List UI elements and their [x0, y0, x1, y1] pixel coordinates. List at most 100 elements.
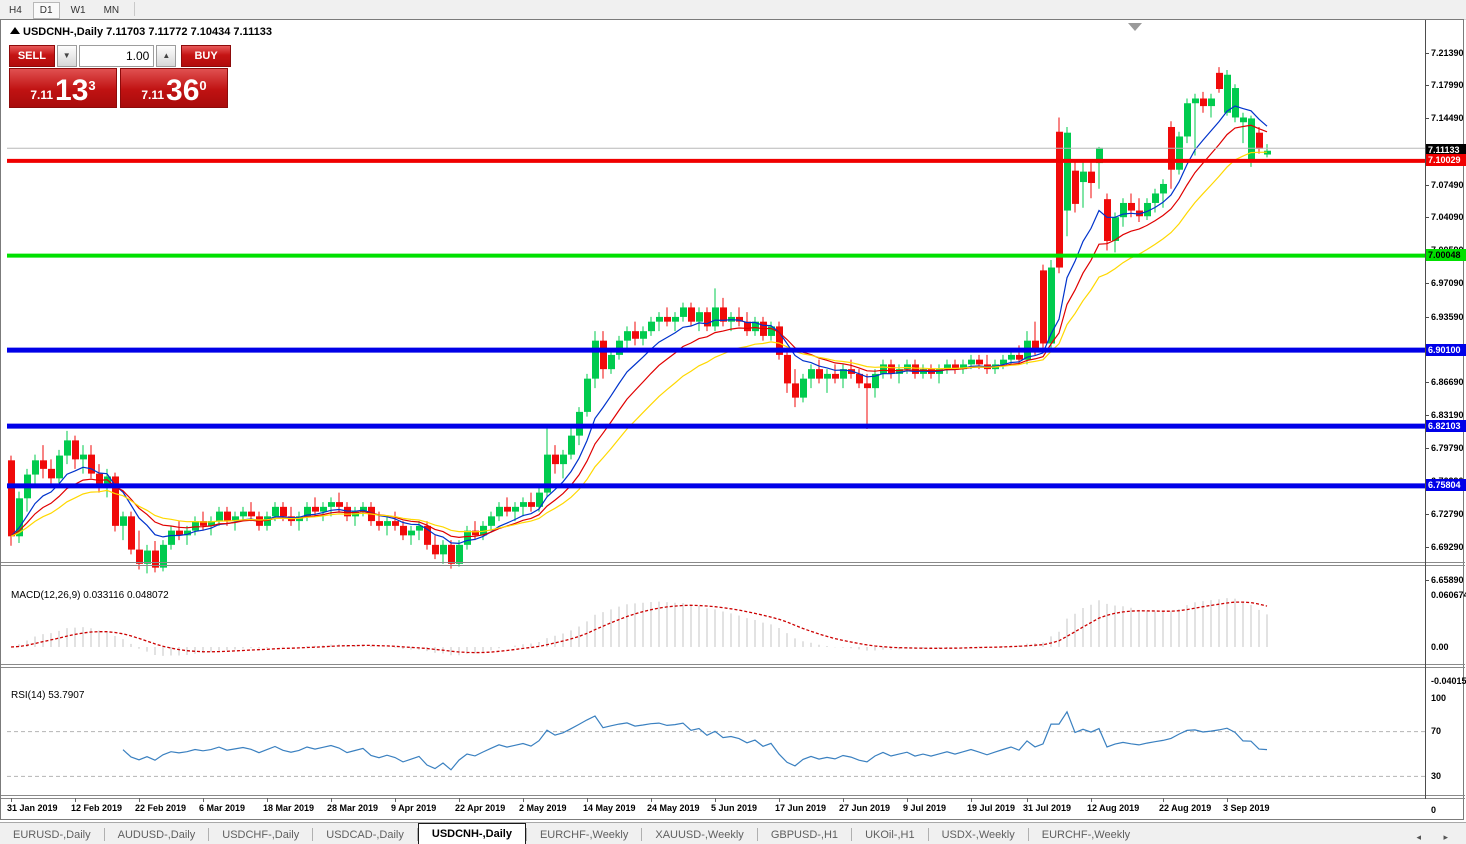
candle	[1192, 93, 1199, 156]
volume-input[interactable]: 1.00	[78, 45, 155, 67]
candle	[152, 541, 159, 573]
price-tick-mark	[1425, 217, 1429, 218]
timeframe-button-h4[interactable]: H4	[9, 5, 22, 16]
tab-separator	[525, 828, 527, 841]
candle	[1208, 93, 1215, 118]
candle	[296, 511, 303, 531]
candle	[304, 502, 311, 522]
volume-decrease-button[interactable]: ▼	[56, 45, 77, 67]
date-tick-mark	[331, 798, 332, 802]
candle	[784, 350, 791, 393]
candle	[856, 369, 863, 389]
symbol-tab-usdcad-daily[interactable]: USDCAD-,Daily	[326, 829, 404, 841]
candle	[1072, 160, 1079, 213]
date-label: 2 May 2019	[519, 803, 567, 813]
candle	[600, 331, 607, 379]
buy-price-pip: 0	[199, 78, 207, 93]
candle	[192, 516, 199, 536]
candle	[1264, 144, 1271, 158]
price-badge: 6.75804	[1426, 479, 1466, 491]
candle	[320, 502, 327, 522]
symbol-tab-usdx-weekly[interactable]: USDX-,Weekly	[941, 829, 1015, 841]
tab-scroll-arrows[interactable]: ◂ ▸	[1416, 832, 1458, 842]
candle	[1120, 198, 1127, 227]
candle	[1168, 121, 1175, 189]
price-tick-label: 6.72790	[1431, 509, 1464, 519]
symbol-tab-usdchf-daily[interactable]: USDCHF-,Daily	[222, 829, 300, 841]
price-tick-mark	[1425, 415, 1429, 416]
candle	[632, 321, 639, 346]
date-tick-mark	[395, 798, 396, 802]
date-tick-mark	[1227, 798, 1228, 802]
candle	[888, 359, 895, 379]
candle	[1136, 198, 1143, 222]
candle	[464, 525, 471, 550]
candle	[80, 445, 87, 474]
date-label: 22 Apr 2019	[455, 803, 506, 813]
date-tick-mark	[11, 798, 12, 802]
candle	[1144, 198, 1151, 221]
symbol-tab-usdcnh-daily[interactable]: USDCNH-,Daily	[417, 823, 526, 844]
candle	[832, 364, 839, 384]
candle	[400, 521, 407, 541]
date-label: 6 Mar 2019	[199, 803, 246, 813]
candle	[864, 373, 871, 429]
candle	[392, 511, 399, 531]
chart-collapse-arrow-icon[interactable]	[10, 27, 20, 34]
symbol-tab-eurchf-weekly[interactable]: EURCHF-,Weekly	[1041, 829, 1131, 841]
candle	[1248, 115, 1255, 167]
candle	[536, 487, 543, 512]
date-tick-mark	[715, 798, 716, 802]
symbol-tab-eurchf-weekly[interactable]: EURCHF-,Weekly	[539, 829, 629, 841]
timeframe-button-d1[interactable]: D1	[32, 2, 60, 19]
price-badge: 6.82103	[1426, 420, 1466, 432]
timeframe-button-mn[interactable]: MN	[103, 5, 120, 16]
candle	[744, 312, 751, 336]
macd-panel[interactable]	[7, 587, 1425, 683]
candle	[584, 373, 591, 417]
candle	[912, 359, 919, 379]
tab-separator	[851, 828, 853, 841]
buy-price-prefix: 7.11	[141, 88, 165, 102]
candle	[384, 516, 391, 536]
price-tick-mark	[1425, 547, 1429, 548]
symbol-tab-gbpusd-h1[interactable]: GBPUSD-,H1	[770, 829, 839, 841]
chart-shift-marker-icon[interactable]	[1128, 23, 1142, 31]
timeframe-button-w1[interactable]: W1	[70, 5, 86, 16]
candle	[504, 497, 511, 517]
buy-price-button[interactable]: 7.11 36 0	[120, 68, 228, 108]
candle	[656, 312, 663, 332]
candle	[712, 288, 719, 332]
date-tick-mark	[587, 798, 588, 802]
candle	[568, 426, 575, 460]
volume-increase-button[interactable]: ▲	[156, 45, 177, 67]
date-label: 9 Apr 2019	[391, 803, 437, 813]
candle	[216, 506, 223, 526]
date-tick-mark	[651, 798, 652, 802]
date-tick-mark	[971, 798, 972, 802]
candle	[840, 364, 847, 389]
symbol-tab-eurusd-daily[interactable]: EURUSD-,Daily	[13, 829, 91, 841]
symbol-tab-xauusd-weekly[interactable]: XAUUSD-,Weekly	[655, 829, 744, 841]
rsi-panel[interactable]	[7, 687, 1425, 814]
date-tick-mark	[843, 798, 844, 802]
sell-price-prefix: 7.11	[30, 88, 54, 102]
tab-separator	[416, 828, 418, 841]
date-tick-mark	[75, 798, 76, 802]
symbol-tab-ukoil-h1[interactable]: UKOil-,H1	[865, 829, 915, 841]
candle	[1096, 146, 1103, 189]
candle	[792, 369, 799, 408]
candle	[720, 297, 727, 327]
candle	[88, 445, 95, 479]
price-axis-line	[1425, 20, 1426, 799]
price-tick-mark	[1425, 53, 1429, 54]
buy-button[interactable]: BUY	[181, 45, 231, 67]
chart-window: USDCNH-,Daily 7.11703 7.11772 7.10434 7.…	[0, 19, 1466, 820]
symbol-tab-audusd-daily[interactable]: AUDUSD-,Daily	[117, 829, 196, 841]
main-price-chart[interactable]	[7, 41, 1425, 583]
sell-price-button[interactable]: 7.11 13 3	[9, 68, 117, 108]
price-tick-label: 6.79790	[1431, 443, 1464, 453]
candle	[608, 350, 615, 374]
sell-button[interactable]: SELL	[9, 45, 55, 67]
candle	[168, 525, 175, 550]
